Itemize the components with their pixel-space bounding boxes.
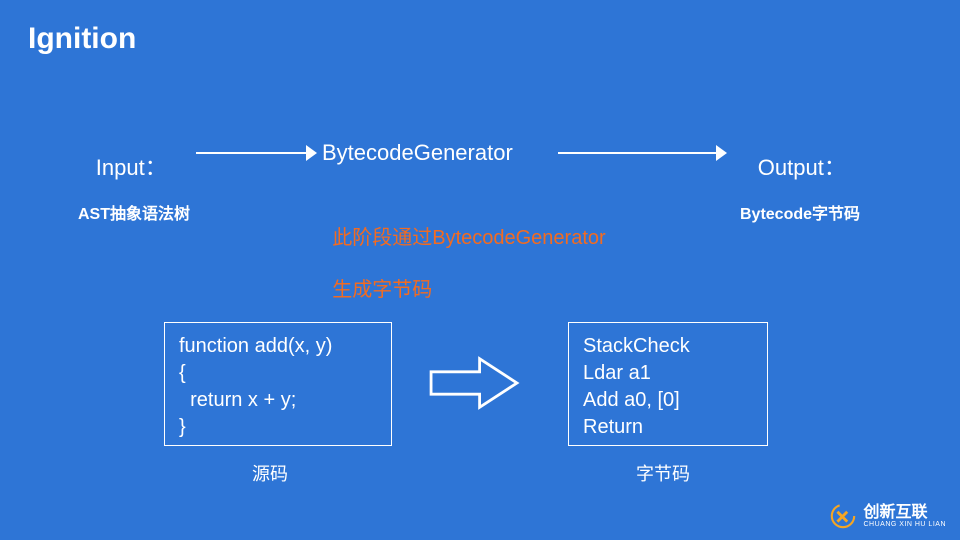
- brand-logo: 创新互联 CHUANG XIN HU LIAN: [829, 502, 946, 530]
- arrow-2-head: [716, 145, 727, 161]
- brand-logo-en: CHUANG XIN HU LIAN: [863, 521, 946, 528]
- flow-input-sub: AST抽象语法树: [78, 200, 190, 224]
- annotation-line1: 此阶段通过BytecodeGenerator: [332, 227, 605, 249]
- source-caption: 源码: [252, 460, 288, 486]
- brand-logo-cn: 创新互联: [863, 505, 946, 521]
- flow-input-main: Input：: [96, 155, 167, 180]
- slide: Ignition Input： AST抽象语法树 BytecodeGenerat…: [0, 0, 960, 540]
- flow-center: BytecodeGenerator: [322, 140, 513, 166]
- bytecode-box: StackCheck Ldar a1 Add a0, [0] Return: [568, 322, 768, 446]
- flow-input: Input： AST抽象语法树: [78, 132, 190, 260]
- annotation-line2: 生成字节码: [332, 279, 432, 301]
- arrow-2-line: [558, 152, 718, 154]
- source-code-box: function add(x, y) { return x + y; }: [164, 322, 392, 446]
- brand-logo-icon: [829, 502, 857, 530]
- arrow-1-line: [196, 152, 308, 154]
- arrow-1-head: [306, 145, 317, 161]
- flow-output-main: Output：: [758, 155, 846, 180]
- bytecode-caption: 字节码: [636, 460, 690, 486]
- page-title: Ignition: [28, 22, 136, 56]
- flow-output-sub: Bytecode字节码: [740, 200, 860, 224]
- annotation: 此阶段通过BytecodeGenerator 生成字节码: [310, 198, 606, 325]
- transform-arrow-icon: [426, 355, 522, 411]
- flow-output: Output： Bytecode字节码: [740, 132, 860, 260]
